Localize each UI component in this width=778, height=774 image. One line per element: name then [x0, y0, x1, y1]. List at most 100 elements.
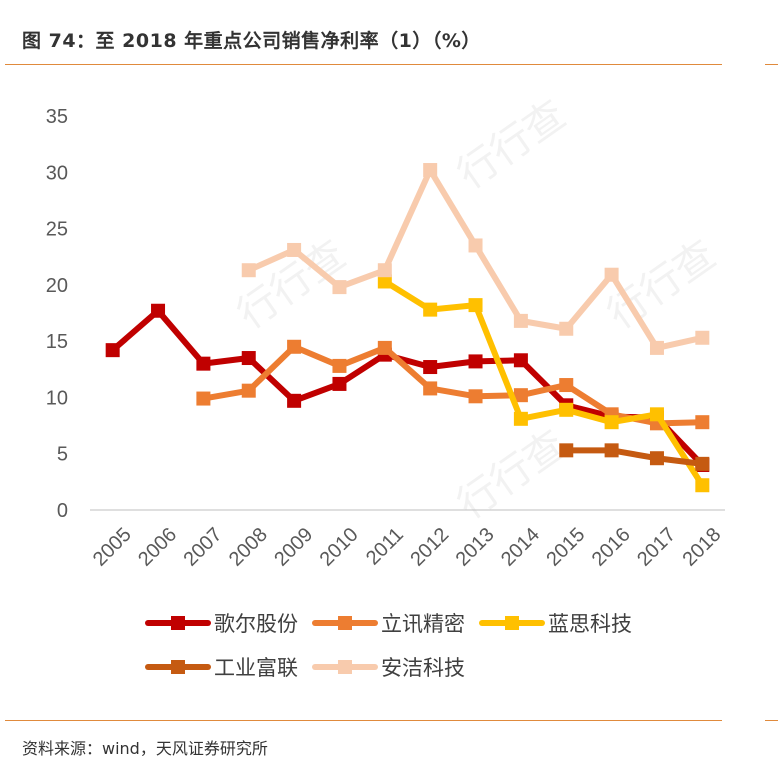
- data-point: [559, 402, 574, 417]
- data-point: [332, 280, 347, 295]
- title-divider-tail: [765, 64, 778, 65]
- data-point: [513, 388, 528, 403]
- data-point: [604, 415, 619, 430]
- legend-item: 歌尔股份: [145, 612, 298, 636]
- source-note: 资料来源：wind，天风证券研究所: [22, 739, 268, 758]
- series-line: [381, 278, 706, 489]
- data-point: [423, 302, 438, 317]
- data-point: [695, 478, 710, 493]
- legend-marker: [171, 616, 185, 630]
- y-tick-label: 10: [46, 387, 68, 409]
- x-tick-label: 2016: [588, 524, 635, 571]
- y-tick-label: 20: [46, 275, 68, 297]
- legend-marker: [338, 616, 352, 630]
- svg-text:行行查: 行行查: [449, 422, 574, 529]
- data-point: [513, 411, 528, 426]
- data-point: [468, 238, 483, 253]
- y-tick-label: 5: [57, 444, 68, 466]
- series-line: [109, 307, 706, 468]
- data-point: [332, 376, 347, 391]
- x-tick-label: 2018: [678, 524, 725, 571]
- series-3: [377, 274, 710, 493]
- series-5: [241, 163, 710, 355]
- x-tick-label: 2008: [225, 524, 272, 571]
- data-point: [287, 393, 302, 408]
- data-point: [695, 330, 710, 345]
- x-tick-label: 2005: [89, 524, 136, 571]
- x-tick-label: 2006: [134, 524, 181, 571]
- data-point: [649, 451, 664, 466]
- x-tick-label: 2009: [270, 524, 317, 571]
- data-point: [513, 313, 528, 328]
- series-layer: [105, 163, 710, 493]
- x-tick-label: 2013: [452, 524, 499, 571]
- legend-label: 蓝思科技: [548, 612, 632, 636]
- series-line: [563, 447, 706, 467]
- footer-divider: [5, 720, 722, 721]
- legend-item: 立讯精密: [312, 612, 465, 636]
- x-tick-label: 2014: [497, 524, 544, 571]
- x-tick-label: 2010: [316, 524, 363, 571]
- legend-item: 工业富联: [145, 656, 298, 680]
- data-point: [468, 354, 483, 369]
- data-point: [423, 163, 438, 178]
- y-tick-label: 15: [46, 331, 68, 353]
- legend-marker: [171, 660, 185, 674]
- y-tick-label: 35: [46, 106, 68, 128]
- data-point: [332, 358, 347, 373]
- y-axis-labels: 0 5 10 15 20 25 30 35: [46, 106, 68, 522]
- x-tick-label: 2012: [406, 524, 453, 571]
- data-point: [196, 356, 211, 371]
- legend-label: 工业富联: [214, 656, 298, 680]
- data-point: [151, 303, 166, 318]
- data-point: [105, 343, 120, 358]
- data-point: [649, 340, 664, 355]
- legend-label: 立讯精密: [381, 612, 465, 636]
- data-point: [377, 263, 392, 278]
- data-point: [287, 339, 302, 354]
- data-point: [423, 360, 438, 375]
- legend-label: 安洁科技: [381, 656, 465, 680]
- chart-title: 图 74：至 2018 年重点公司销售净利率（1）（%）: [22, 30, 481, 52]
- data-point: [468, 389, 483, 404]
- data-point: [241, 383, 256, 398]
- legend-label: 歌尔股份: [214, 612, 298, 636]
- data-point: [649, 407, 664, 422]
- legend-marker: [505, 616, 519, 630]
- data-point: [423, 381, 438, 396]
- x-tick-label: 2007: [180, 524, 227, 571]
- legend-item: 蓝思科技: [479, 612, 632, 636]
- series-4: [559, 443, 710, 471]
- legend-item: 安洁科技: [312, 656, 465, 680]
- data-point: [468, 298, 483, 313]
- data-point: [695, 415, 710, 430]
- y-tick-label: 30: [46, 162, 68, 184]
- data-point: [241, 351, 256, 366]
- x-tick-label: 2015: [542, 524, 589, 571]
- data-point: [559, 443, 574, 458]
- series-line: [200, 343, 706, 427]
- data-point: [604, 267, 619, 282]
- data-point: [287, 242, 302, 257]
- x-tick-label: 2017: [633, 524, 680, 571]
- data-point: [559, 378, 574, 393]
- data-point: [377, 274, 392, 289]
- y-tick-label: 0: [57, 500, 68, 522]
- data-point: [559, 321, 574, 336]
- data-point: [604, 443, 619, 458]
- footer-divider-tail: [765, 720, 778, 721]
- title-divider: [5, 64, 722, 65]
- data-point: [377, 340, 392, 355]
- data-point: [695, 456, 710, 471]
- legend-marker: [338, 660, 352, 674]
- data-point: [241, 263, 256, 278]
- data-point: [196, 391, 211, 406]
- svg-text:行行查: 行行查: [449, 92, 574, 199]
- data-point: [513, 353, 528, 368]
- y-tick-label: 25: [46, 219, 68, 241]
- x-tick-label: 2011: [362, 524, 408, 570]
- series-2: [196, 339, 710, 431]
